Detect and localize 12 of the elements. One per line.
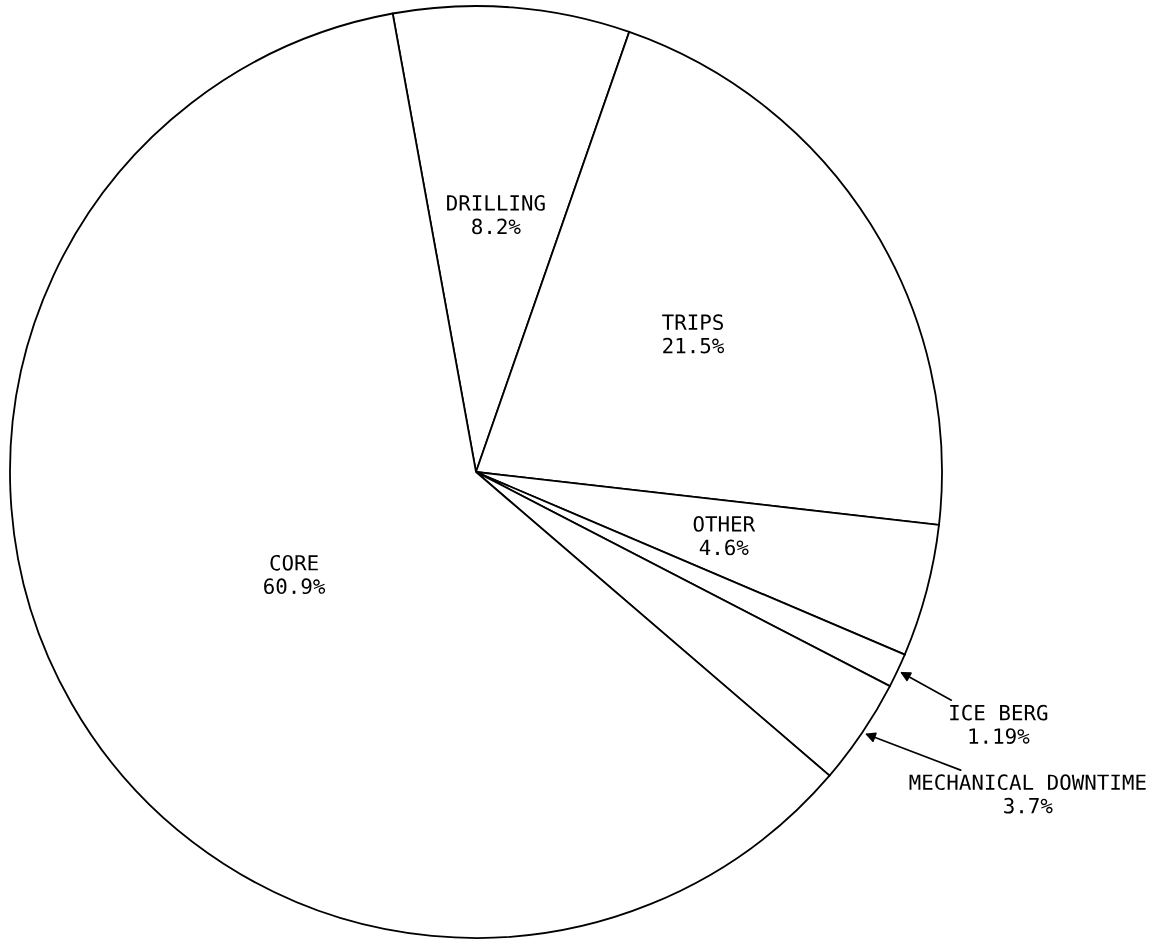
data-label: 3.7% xyxy=(1004,797,1053,814)
data-label: 60.9% xyxy=(264,578,326,595)
slice-label: TRIPS xyxy=(662,314,723,331)
data-label: 8.2% xyxy=(472,218,521,235)
slice-label: CORE xyxy=(270,554,318,571)
data-label: 21.5% xyxy=(663,337,725,354)
slice-label: DRILLING xyxy=(447,195,545,211)
slice-label: MECHANICAL DOWNTIME xyxy=(909,774,1146,791)
slice-label: ICE BERG xyxy=(950,704,1048,721)
data-label: 4.6% xyxy=(699,539,749,556)
slice-label: OTHER xyxy=(693,516,756,532)
data-label: 1.19% xyxy=(969,728,1030,744)
